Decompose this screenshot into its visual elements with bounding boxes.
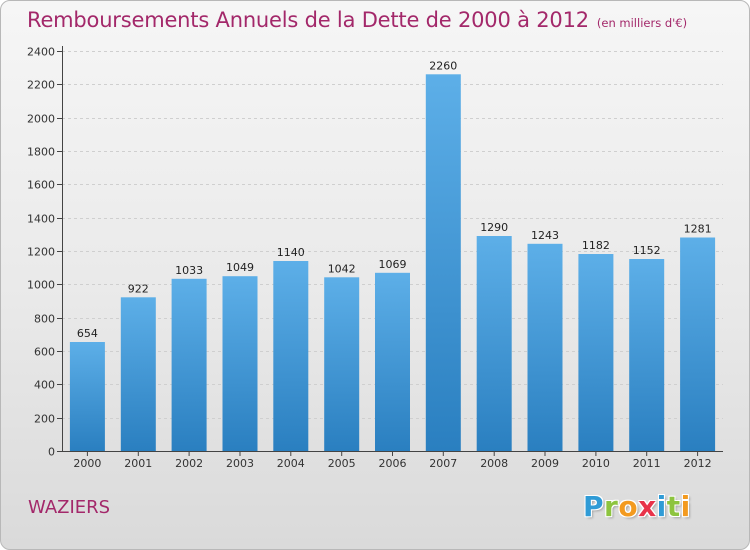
x-tick-label: 2009 [531,457,559,470]
bar [680,237,716,451]
data-label: 1042 [328,262,356,275]
y-tick-label: 2400 [27,46,55,59]
y-tick-label: 800 [34,313,55,326]
x-tick-label: 2005 [328,457,356,470]
y-tick-label: 1400 [27,213,55,226]
logo-letter: t [666,490,681,523]
data-label: 654 [77,327,98,340]
y-tick-label: 1800 [27,146,55,159]
bar [120,297,156,451]
y-tick-label: 200 [34,413,55,426]
bar [222,276,258,451]
x-tick-label: 2001 [124,457,152,470]
x-tick-label: 2012 [684,457,712,470]
bar [273,261,309,451]
chart-title-main: Remboursements Annuels de la Dette de 20… [27,8,589,32]
proxiti-logo: Proxiti [583,490,691,523]
x-tick-label: 2003 [226,457,254,470]
x-tick-label: 2002 [175,457,203,470]
logo-letter: x [638,490,657,523]
commune-name: WAZIERS [28,497,111,518]
bar [69,342,105,451]
x-tick-label: 2008 [480,457,508,470]
chart-title-unit: (en milliers d'€) [596,16,688,30]
bar [578,254,614,451]
data-label: 1152 [633,244,661,257]
y-tick-label: 1200 [27,246,55,259]
bar [629,259,665,451]
chart-title: Remboursements Annuels de la Dette de 20… [27,8,687,32]
data-label: 1069 [379,258,407,271]
bar [527,243,563,451]
y-tick-label: 2000 [27,113,55,126]
y-tick-label: 1600 [27,179,55,192]
y-tick-label: 1000 [27,279,55,292]
y-tick-label: 600 [34,346,55,359]
bars: 654 922 1033 1049 1140 1042 1069 2260 1290 1243 11… [69,59,716,452]
data-label: 1182 [582,239,610,252]
bar [425,74,461,452]
x-tick-label: 2011 [633,457,661,470]
x-tick-label: 2000 [73,457,101,470]
data-label: 922 [128,282,149,295]
logo-letter: i [680,490,691,523]
y-tick-label: 2200 [27,79,55,92]
y-tick-label: 0 [48,446,55,459]
data-label: 1290 [480,221,508,234]
bar [375,272,410,451]
x-tick-label: 2006 [379,457,407,470]
bar [476,236,512,451]
data-label: 1281 [684,223,712,236]
data-label: 2260 [429,59,457,72]
x-tick-label: 2004 [277,457,305,470]
bar [171,278,207,451]
y-tick-label: 400 [34,379,55,392]
axes: 0 200 400 600 800 1000 1200 1400 1600 1800 2000 220… [27,46,723,470]
logo-letter: P [583,490,605,523]
data-label: 1243 [531,229,559,242]
x-tick-label: 2007 [429,457,457,470]
logo-letter: r [604,490,619,523]
data-label: 1033 [175,264,203,277]
bar [324,277,360,451]
data-label: 1049 [226,261,254,274]
data-label: 1140 [277,246,305,259]
x-tick-label: 2010 [582,457,610,470]
logo-letter: i [656,490,667,523]
logo-letter: o [618,490,639,523]
